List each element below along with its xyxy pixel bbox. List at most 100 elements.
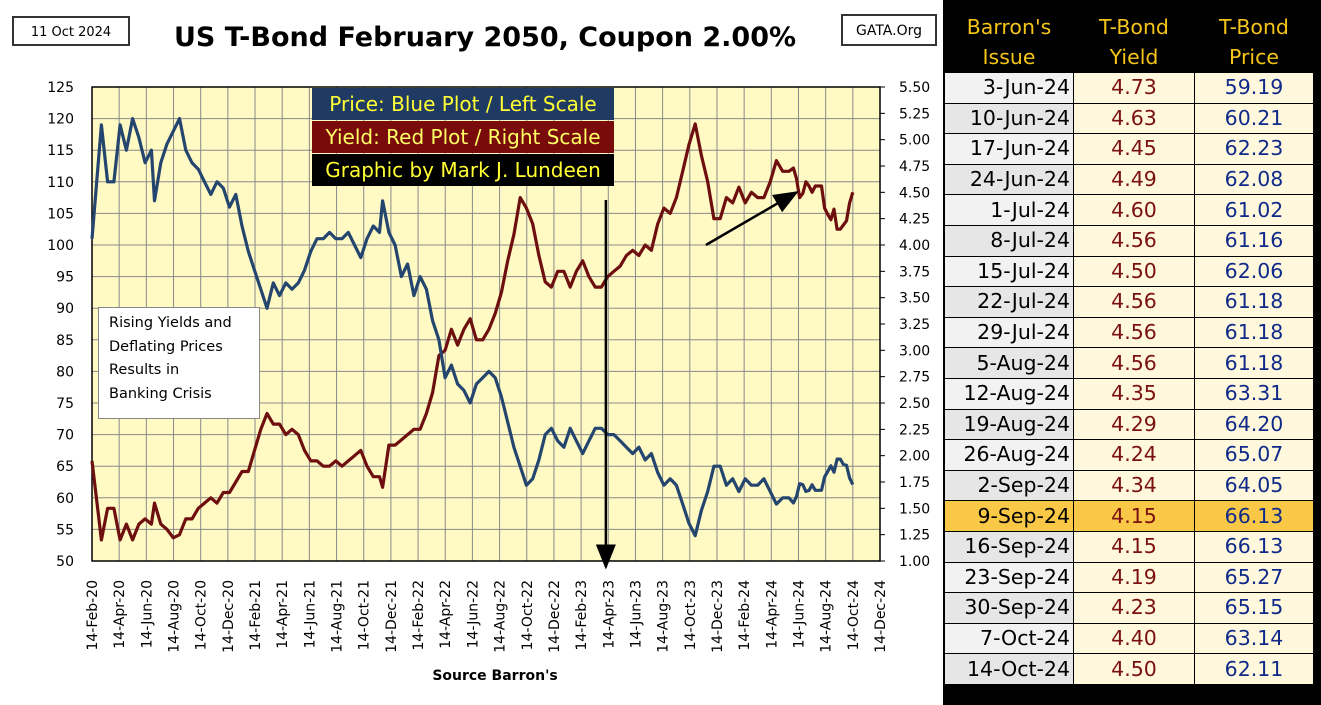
cell-issue-date: 12-Aug-24: [944, 377, 1074, 410]
cell-price: 61.18: [1194, 316, 1314, 349]
plot-frame: [91, 86, 881, 562]
x-tick-label: 14-Dec-23: [710, 580, 726, 653]
cell-issue-date: 8-Jul-24: [944, 224, 1074, 257]
annotation-note: Rising Yields and Deflating Prices Resul…: [98, 307, 260, 419]
cell-issue-date: 1-Jul-24: [944, 194, 1074, 226]
table-row: 23-Sep-24 4.19 65.27: [944, 561, 1314, 594]
x-tick-label: 14-Jun-24: [791, 580, 807, 648]
cell-price: 59.19: [1194, 72, 1314, 104]
cell-price: 61.16: [1194, 224, 1314, 257]
table-row: 15-Jul-24 4.50 62.06: [944, 255, 1314, 288]
header-price-line1: T-Bond: [1219, 15, 1289, 39]
y-right-tick-label: 5.25: [899, 106, 930, 122]
cell-yield: 4.56: [1073, 286, 1195, 318]
x-tick-label: 14-Oct-24: [846, 580, 862, 650]
cell-yield: 4.23: [1073, 592, 1195, 624]
cell-issue-date: 5-Aug-24: [944, 347, 1074, 379]
table-body: 3-Jun-24 4.73 59.19 10-Jun-24 4.63 60.21 17-Ju…: [944, 72, 1314, 685]
header-price: T-Bond Price: [1194, 11, 1314, 73]
table-row: 26-Aug-24 4.24 65.07: [944, 439, 1314, 471]
cell-price: 65.27: [1194, 561, 1314, 594]
y-left-tick-label: 75: [56, 396, 74, 412]
x-tick-label: 14-Aug-20: [167, 580, 183, 653]
x-tick-label: 14-Apr-24: [764, 580, 780, 649]
header-yield-line1: T-Bond: [1099, 15, 1169, 39]
y-left-tick-label: 110: [47, 175, 74, 191]
header-issue: Barron's Issue: [944, 11, 1074, 73]
table-row: 14-Oct-24 4.50 62.11: [944, 653, 1314, 685]
cell-price: 60.21: [1194, 102, 1314, 135]
cell-price: 62.23: [1194, 133, 1314, 165]
y-right-tick-label: 1.75: [899, 475, 930, 491]
table-row: 12-Aug-24 4.35 63.31: [944, 377, 1314, 410]
y-left-tick-label: 60: [56, 491, 74, 507]
x-tick-label: 14-Feb-22: [411, 580, 427, 651]
y-left-tick-label: 80: [56, 364, 74, 380]
cell-yield: 4.35: [1073, 377, 1195, 410]
cell-issue-date: 30-Sep-24: [944, 592, 1074, 624]
x-tick-label: 14-Apr-21: [275, 580, 291, 649]
y-right-tick-label: 1.50: [899, 501, 930, 517]
site-badge: GATA.Org: [841, 14, 937, 46]
table-row: 22-Jul-24 4.56 61.18: [944, 286, 1314, 318]
x-tick-label: 14-Apr-22: [438, 580, 454, 649]
table-row: 19-Aug-24 4.29 64.20: [944, 408, 1314, 441]
cell-yield: 4.73: [1073, 72, 1195, 104]
series-yield-line: [90, 122, 855, 542]
header-yield-line2: Yield: [1109, 45, 1159, 69]
y-left-tick-label: 100: [47, 238, 74, 254]
cell-yield: 4.60: [1073, 194, 1195, 226]
x-tick-label: 14-Apr-23: [601, 580, 617, 649]
legend-price: Price: Blue Plot / Left Scale: [312, 88, 614, 120]
y-right-tick-label: 5.50: [899, 80, 930, 96]
cell-issue-date: 29-Jul-24: [944, 316, 1074, 349]
table-row: 10-Jun-24 4.63 60.21: [944, 102, 1314, 135]
cell-yield: 4.15: [1073, 500, 1195, 532]
cell-yield: 4.19: [1073, 561, 1195, 594]
table-row: 30-Sep-24 4.23 65.15: [944, 592, 1314, 624]
table-row: 17-Jun-24 4.45 62.23: [944, 133, 1314, 165]
cell-issue-date: 23-Sep-24: [944, 561, 1074, 594]
x-tick-label: 14-Jun-23: [628, 580, 644, 648]
x-tick-label: 14-Dec-21: [384, 580, 400, 653]
cell-price: 65.07: [1194, 439, 1314, 471]
cell-yield: 4.49: [1073, 163, 1195, 196]
x-tick-label: 14-Feb-24: [737, 580, 753, 651]
y-right-tick-label: 2.50: [899, 396, 930, 412]
y-right-tick-label: 1.00: [899, 554, 930, 570]
x-tick-label: 14-Aug-23: [656, 580, 672, 653]
cell-issue-date: 10-Jun-24: [944, 102, 1074, 135]
cell-price: 65.15: [1194, 592, 1314, 624]
y-left-tick-label: 115: [47, 143, 74, 159]
y-left-tick-label: 70: [56, 428, 74, 444]
cell-price: 63.14: [1194, 622, 1314, 655]
cell-yield: 4.40: [1073, 622, 1195, 655]
table-header-row: Barron's Issue T-Bond Yield T-Bond Price: [944, 11, 1314, 73]
y-right-tick-label: 4.50: [899, 185, 930, 201]
table-row: 5-Aug-24 4.56 61.18: [944, 347, 1314, 379]
cell-yield: 4.29: [1073, 408, 1195, 441]
cell-issue-date: 19-Aug-24: [944, 408, 1074, 441]
y-right-tick-label: 1.25: [899, 528, 930, 544]
x-tick-label: 14-Dec-24: [873, 580, 889, 653]
cell-yield: 4.50: [1073, 653, 1195, 685]
header-issue-line1: Barron's: [966, 15, 1052, 39]
x-tick-label: 14-Dec-22: [547, 580, 563, 653]
y-left-tick-label: 50: [56, 554, 74, 570]
x-tick-label: 14-Dec-20: [221, 580, 237, 653]
y-left-tick-label: 105: [47, 206, 74, 222]
cell-yield: 4.45: [1073, 133, 1195, 165]
cell-price: 61.02: [1194, 194, 1314, 226]
x-axis-label: Source Barron's: [432, 668, 558, 684]
table-row: 9-Sep-24 4.15 66.13: [944, 500, 1314, 532]
x-tick-label: 14-Feb-23: [574, 580, 590, 651]
y-right-tick-label: 2.25: [899, 422, 930, 438]
y-left-tick-label: 65: [56, 459, 74, 475]
y-right-tick-label: 3.00: [899, 343, 930, 359]
x-tick-label: 14-Jun-20: [139, 580, 155, 648]
date-badge: 11 Oct 2024: [12, 16, 130, 46]
header-price-line2: Price: [1228, 45, 1279, 69]
chart-panel: 50 55 60 65 70 75 80 85 90 95 100 105 110 115 120 125 1.…: [0, 0, 943, 705]
y-right-tick-label: 2.00: [899, 449, 930, 465]
table-row: 16-Sep-24 4.15 66.13: [944, 530, 1314, 563]
